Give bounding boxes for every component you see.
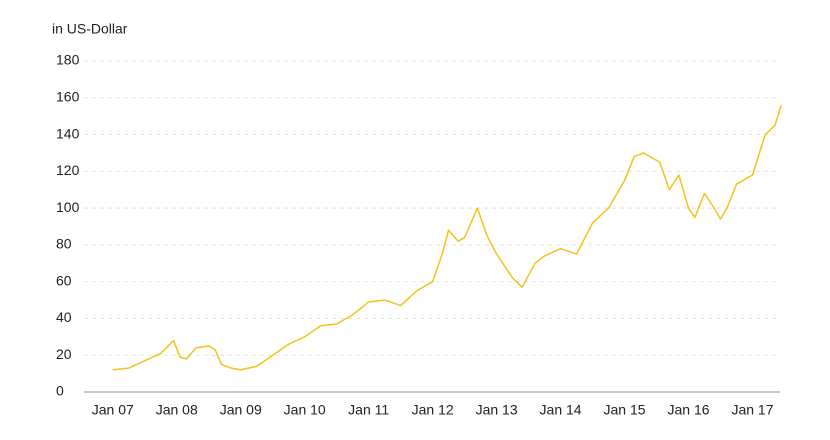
y-tick-label: 20: [56, 346, 72, 362]
x-tick-label: Jan 12: [412, 402, 454, 418]
x-tick-label: Jan 11: [348, 402, 389, 418]
y-tick-label: 100: [56, 199, 80, 215]
x-tick-label: Jan 08: [156, 402, 198, 418]
x-tick-label: Jan 07: [92, 402, 134, 418]
y-tick-label: 80: [56, 236, 72, 252]
y-tick-label: 160: [56, 88, 80, 104]
y-tick-label: 140: [56, 125, 80, 141]
y-tick-label: 60: [56, 272, 72, 288]
y-axis-label: in US-Dollar: [52, 21, 128, 37]
x-tick-label: Jan 14: [540, 402, 582, 418]
y-tick-label: 0: [56, 383, 64, 399]
y-tick-label: 40: [56, 309, 72, 325]
x-tick-label: Jan 15: [604, 402, 646, 418]
x-tick-label: Jan 13: [476, 402, 518, 418]
price-line: [112, 104, 783, 371]
x-tick-label: Jan 10: [284, 402, 326, 418]
x-tick-label: Jan 16: [667, 402, 709, 418]
x-tick-label: Jan 09: [220, 402, 262, 418]
y-tick-label: 120: [56, 162, 80, 178]
x-tick-label: Jan 17: [731, 402, 773, 418]
y-tick-label: 180: [56, 52, 80, 68]
